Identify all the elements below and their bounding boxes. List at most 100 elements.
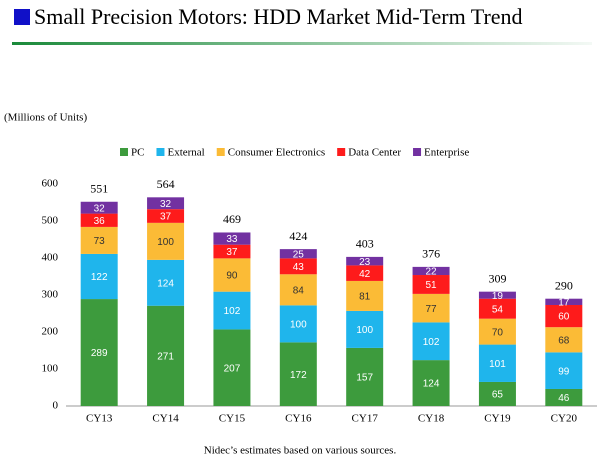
bar-segment — [412, 266, 450, 276]
legend-label: Consumer Electronics — [228, 147, 325, 159]
bar-segment — [147, 222, 185, 260]
data-label: 32 — [160, 199, 172, 210]
data-label: 65 — [492, 390, 504, 401]
bar-segment — [545, 304, 583, 328]
x-tick-label: CY18 — [418, 413, 445, 425]
legend-swatch — [216, 148, 225, 156]
legend-label: External — [167, 147, 204, 159]
data-label: 84 — [293, 285, 305, 296]
bar-segment — [545, 298, 583, 305]
y-label: (Millions of Units) — [4, 112, 87, 124]
x-tick-label: CY20 — [551, 413, 578, 425]
bar-segment — [80, 253, 118, 300]
data-label: 17 — [558, 297, 570, 308]
data-label: 124 — [423, 379, 440, 390]
data-label: 46 — [558, 393, 570, 404]
total-label: 564 — [157, 177, 175, 191]
total-label: 424 — [289, 229, 307, 243]
bar-segment — [279, 342, 317, 406]
legend-swatch — [337, 148, 346, 156]
data-label: 54 — [492, 304, 504, 315]
data-label: 33 — [226, 234, 238, 245]
data-label: 100 — [356, 325, 373, 336]
y-tick-label: 400 — [42, 252, 59, 264]
y-tick-label: 0 — [53, 400, 59, 412]
data-label: 100 — [157, 237, 174, 248]
total-label: 376 — [422, 247, 440, 261]
y-tick-label: 300 — [42, 289, 59, 301]
data-label: 101 — [489, 359, 506, 370]
bar-segment — [147, 197, 185, 210]
bar-segment — [346, 310, 384, 348]
data-label: 60 — [558, 312, 570, 323]
plot: 0 100 200 300 400 500 600 PC External Consumer El… — [42, 147, 597, 425]
bar-segment — [412, 360, 450, 406]
bar-segment — [346, 280, 384, 311]
bar-segment — [279, 249, 317, 259]
bar-segment — [279, 305, 317, 343]
title: Small Precision Motors: HDD Market Mid-T… — [34, 4, 523, 29]
bar-segment — [147, 259, 185, 306]
bar-segment — [213, 291, 251, 330]
bar-segment — [213, 329, 251, 406]
legend-label: Enterprise — [424, 147, 469, 159]
x-tick-label: CY14 — [152, 413, 179, 425]
y-tick-label: 200 — [42, 326, 59, 338]
data-label: 90 — [226, 271, 238, 282]
data-label: 81 — [359, 292, 371, 303]
legend-label: PC — [131, 147, 144, 159]
data-label: 207 — [224, 363, 241, 374]
bar-segment — [412, 293, 450, 323]
bar-segment — [412, 275, 450, 294]
y-tick-label: 600 — [42, 178, 59, 190]
legend-swatch — [413, 148, 422, 156]
y-tick-label: 100 — [42, 363, 59, 375]
data-label: 124 — [157, 278, 174, 289]
data-label: 77 — [426, 304, 438, 315]
data-label: 42 — [359, 269, 371, 280]
legend-swatch — [156, 148, 165, 156]
data-label: 19 — [492, 291, 504, 302]
total-label: 290 — [555, 278, 573, 292]
x-tick-label: CY16 — [285, 413, 312, 425]
bar-segment — [478, 381, 516, 406]
data-label: 102 — [423, 337, 440, 348]
bar-segment — [545, 327, 583, 353]
bar-segment — [545, 388, 583, 406]
bar-segment — [80, 299, 118, 406]
x-tick-label: CY13 — [86, 413, 113, 425]
data-label: 289 — [91, 348, 108, 359]
bar-segment — [80, 213, 118, 227]
bar-segment — [412, 322, 450, 361]
y-tick-label: 500 — [42, 215, 59, 227]
data-label: 22 — [426, 267, 438, 278]
data-label: 36 — [94, 216, 106, 227]
total-label: 551 — [90, 182, 108, 196]
bar-segment — [147, 209, 185, 223]
bar-segment — [478, 344, 516, 382]
bar-segment — [213, 244, 251, 259]
data-label: 271 — [157, 352, 174, 363]
data-label: 32 — [94, 203, 106, 214]
total-label: 469 — [223, 212, 241, 226]
x-tick-label: CY19 — [484, 413, 511, 425]
bar-segment — [478, 318, 516, 345]
total-label: 403 — [356, 237, 374, 251]
bar-segment — [346, 256, 384, 266]
data-label: 102 — [224, 306, 241, 317]
data-label: 73 — [94, 236, 106, 247]
data-label: 23 — [359, 257, 371, 268]
data-label: 100 — [290, 320, 307, 331]
legend-swatch — [120, 148, 128, 156]
bar-segment — [545, 352, 583, 389]
bar-segment — [80, 226, 118, 254]
total-label: 309 — [488, 271, 506, 285]
data-label: 51 — [426, 280, 438, 291]
data-label: 157 — [356, 373, 373, 384]
data-label: 37 — [226, 247, 238, 258]
bar-segment — [478, 298, 516, 319]
bar-segment — [80, 201, 118, 214]
data-label: 25 — [293, 249, 305, 260]
data-label: 122 — [91, 272, 108, 283]
